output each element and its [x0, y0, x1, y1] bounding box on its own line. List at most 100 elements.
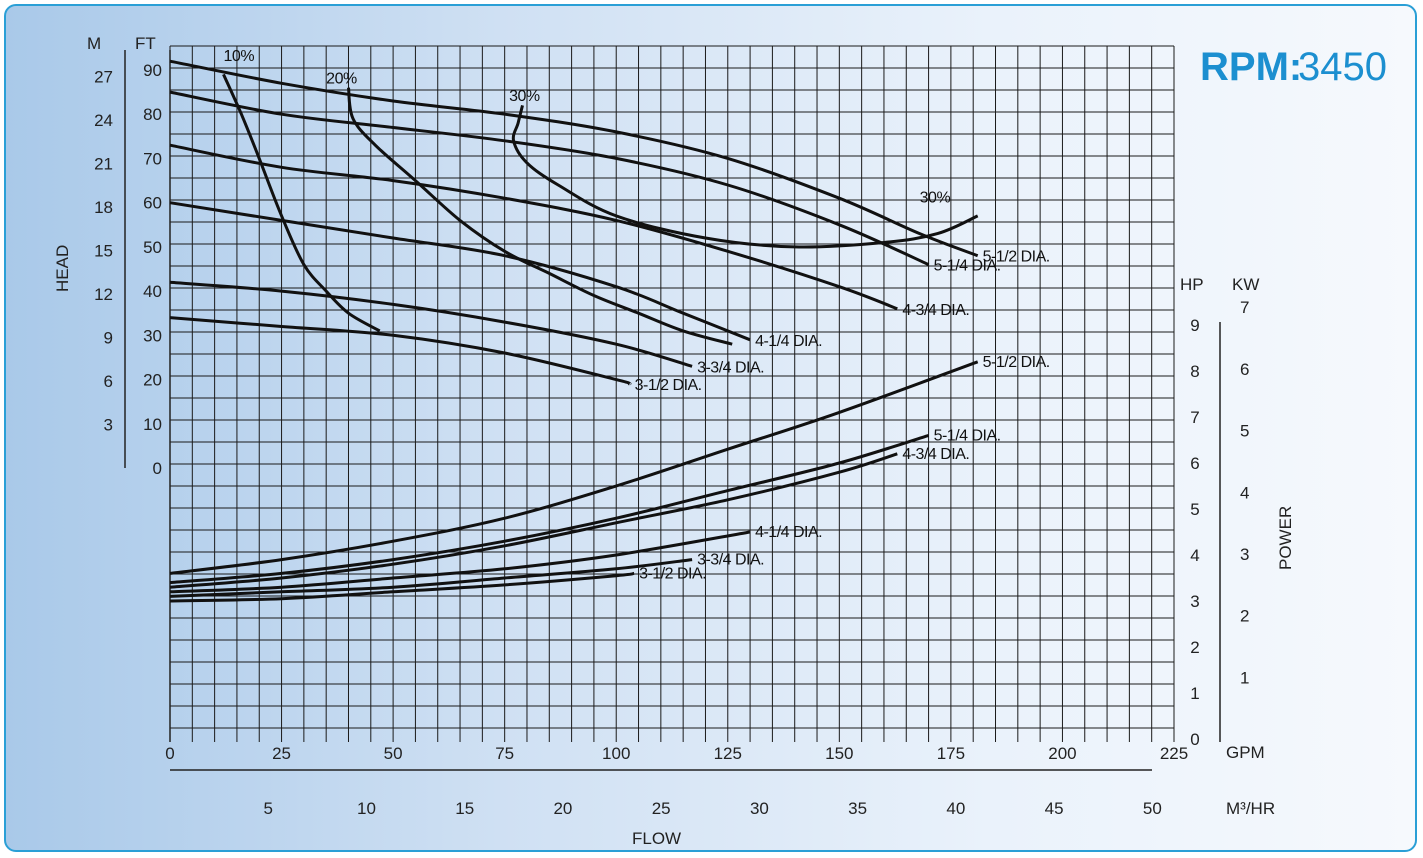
head-curve-label: 3-1/2 DIA.	[635, 377, 702, 394]
grid	[169, 45, 1175, 742]
head-curve-5-1-2-dia	[169, 59, 979, 258]
head-ft-tick-label: 0	[153, 459, 162, 478]
kw-tick-label: 1	[1240, 668, 1249, 687]
head-ft-tick-label: 60	[143, 194, 162, 213]
kw-tick-label: 3	[1240, 545, 1249, 564]
kw-tick-label: 7	[1240, 298, 1249, 317]
power-curve-label: 5-1/4 DIA.	[934, 427, 1001, 444]
kw-tick-label: 2	[1240, 607, 1249, 626]
head-ft-tick-label: 80	[143, 105, 162, 124]
kw-tick-label: 4	[1240, 483, 1249, 502]
power-curve-label: 3-1/2 DIA.	[639, 565, 706, 582]
hp-tick-label: 6	[1190, 454, 1199, 473]
head-m-tick-label: 24	[94, 111, 113, 130]
head-axis-title: HEAD	[53, 245, 72, 292]
gpm-tick-label: 150	[825, 744, 853, 763]
power-curve-4-3-4-dia	[169, 452, 898, 589]
curve-labels: 5-1/2 DIA.5-1/4 DIA.4-3/4 DIA.4-1/4 DIA.…	[224, 48, 1051, 582]
power-curve-5-1-4-dia	[169, 433, 930, 585]
head-curve-label: 4-1/4 DIA.	[755, 333, 822, 350]
gpm-tick-label: 75	[495, 744, 514, 763]
hp-tick-label: 2	[1190, 638, 1199, 657]
hp-tick-label: 8	[1190, 362, 1199, 381]
hp-tick-label: 0	[1190, 730, 1199, 749]
flow-axis-title: FLOW	[632, 829, 681, 848]
power-curve-label: 5-1/2 DIA.	[983, 354, 1050, 371]
m3hr-tick-label: 20	[553, 799, 572, 818]
head-m-tick-label: 9	[104, 328, 113, 347]
m3hr-tick-label: 35	[848, 799, 867, 818]
head-ft-tick-label: 50	[143, 238, 162, 257]
hp-tick-label: 1	[1190, 684, 1199, 703]
hp-tick-label: 9	[1190, 316, 1199, 335]
hp-unit: HP	[1180, 275, 1204, 294]
hp-tick-label: 5	[1190, 500, 1199, 519]
kw-unit: KW	[1232, 275, 1259, 294]
kw-tick-label: 5	[1240, 422, 1249, 441]
head-m-tick-label: 15	[94, 241, 113, 260]
head-m-tick-label: 3	[104, 415, 113, 434]
efficiency-curve-30	[511, 105, 979, 249]
head-ft-tick-label: 30	[143, 326, 162, 345]
gpm-tick-label: 175	[937, 744, 965, 763]
head-ft-tick-label: 90	[143, 61, 162, 80]
head-m-tick-label: 12	[94, 285, 113, 304]
efficiency-label: 20%	[326, 70, 357, 87]
gpm-tick-label: 0	[165, 744, 174, 763]
gpm-tick-label: 100	[602, 744, 630, 763]
m3hr-tick-label: 45	[1045, 799, 1064, 818]
m3hr-tick-label: 15	[455, 799, 474, 818]
hp-tick-label: 7	[1190, 408, 1199, 427]
head-curve-label: 4-3/4 DIA.	[902, 302, 969, 319]
head-curve-4-1-4-dia	[169, 201, 751, 342]
head-curve-label: 5-1/2 DIA.	[983, 249, 1050, 266]
head-m-unit: M	[87, 34, 101, 53]
m3hr-tick-label: 30	[750, 799, 769, 818]
power-curve-label: 4-3/4 DIA.	[902, 446, 969, 463]
power-curve-label: 4-1/4 DIA.	[755, 524, 822, 541]
power-curve-4-1-4-dia	[169, 530, 751, 594]
rpm-value: 3450	[1298, 45, 1387, 89]
head-ft-tick-label: 20	[143, 371, 162, 390]
gpm-tick-label: 50	[384, 744, 403, 763]
m3hr-tick-label: 25	[652, 799, 671, 818]
curves	[169, 59, 979, 603]
hp-tick-label: 4	[1190, 546, 1199, 565]
efficiency-label: 10%	[224, 48, 255, 65]
efficiency-curve-20	[347, 87, 733, 346]
chart-frame: 0 25 50 75 100 125 150 175 200 225 5 10 15 20 25 30 35 40…	[4, 4, 1417, 852]
m3hr-unit: M³/HR	[1226, 799, 1275, 818]
head-m-tick-label: 21	[94, 154, 113, 173]
head-ft-unit: FT	[135, 34, 156, 53]
head-curve-3-1-2-dia	[169, 316, 632, 386]
efficiency-label: 30%	[920, 190, 951, 207]
m3hr-tick-label: 5	[263, 799, 272, 818]
head-m-tick-label: 6	[104, 372, 113, 391]
head-ft-tick-label: 10	[143, 415, 162, 434]
head-curve-label: 3-3/4 DIA.	[697, 359, 764, 376]
gpm-tick-label: 225	[1160, 744, 1188, 763]
gpm-tick-label: 200	[1048, 744, 1076, 763]
head-curve-label: 5-1/4 DIA.	[934, 258, 1001, 275]
gpm-unit: GPM	[1226, 743, 1265, 762]
power-curve-3-1-2-dia	[169, 571, 635, 603]
power-axis-title: POWER	[1276, 506, 1295, 570]
hp-tick-label: 3	[1190, 592, 1199, 611]
head-m-tick-label: 27	[94, 67, 113, 86]
head-ft-tick-label: 40	[143, 282, 162, 301]
power-curve-5-1-2-dia	[169, 360, 979, 575]
power-curve-label: 3-3/4 DIA.	[697, 552, 764, 569]
m3hr-tick-label: 40	[946, 799, 965, 818]
head-curve-3-3-4-dia	[169, 280, 693, 368]
rpm-label: RPM:	[1200, 45, 1302, 89]
power-curve-3-3-4-dia	[169, 558, 693, 598]
efficiency-label: 30%	[509, 88, 540, 105]
efficiency-curve-10	[222, 73, 381, 333]
head-curve-4-3-4-dia	[169, 143, 898, 311]
head-curve-5-1-4-dia	[169, 90, 930, 266]
m3hr-tick-label: 10	[357, 799, 376, 818]
head-m-tick-label: 18	[94, 198, 113, 217]
gpm-tick-label: 125	[714, 744, 742, 763]
